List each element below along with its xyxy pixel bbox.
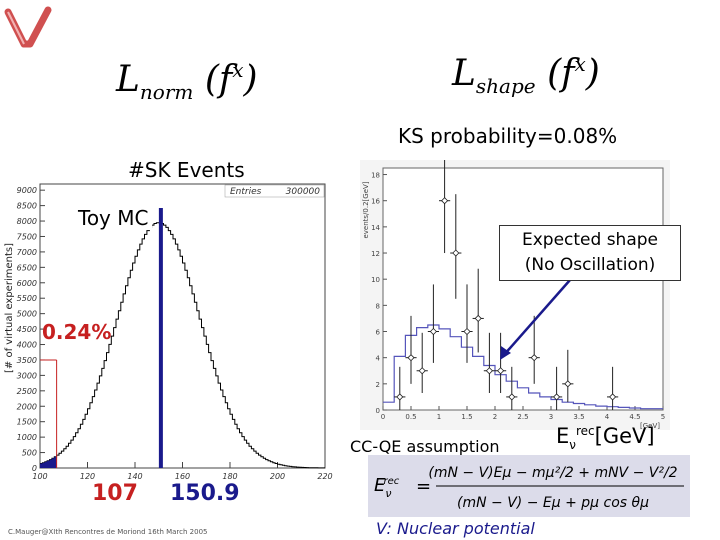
spectrum-frame [382, 167, 664, 411]
nuclear-potential-note: V: Nuclear potential [376, 519, 535, 538]
spectrum-y-tick-label: 14 [371, 224, 380, 232]
spectrum-y-tick-label: 12 [371, 250, 380, 258]
equation-denominator: (mN − V) − Eμ + pμ cos θμ [457, 495, 649, 511]
data-point [497, 367, 505, 375]
expected-shape-arrow [502, 279, 571, 357]
hist-y-tick-label: 500 [22, 449, 37, 458]
spectrum-x-tick-label: 4 [605, 413, 610, 421]
spectrum-x-tick-label: 5 [661, 413, 665, 421]
energy-spectrum-chart: 0 2 4 6 8 10 12 14 16 18 0 0.5 1 1.5 2 2.5 3 3.5 4 4.5 5 ev… [360, 160, 670, 430]
hist-x-tick-label: 120 [80, 472, 95, 481]
ks-probability: KS probability=0.08% [398, 124, 618, 148]
entries-box [224, 184, 325, 198]
hist-y-tick-label: 5500 [17, 294, 37, 303]
hist-y-tick-label: 0 [32, 464, 37, 473]
hist-x-tick-label: 100 [32, 472, 47, 481]
nu-logo [4, 6, 52, 48]
spectrum-x-axis-label: [GeV] [640, 422, 660, 430]
hist-x-tick-label: 140 [127, 472, 142, 481]
hist-y-tick-label: 6000 [17, 279, 37, 288]
erec-axis-label: Eνrec[GeV] [556, 424, 655, 452]
data-point [609, 393, 617, 401]
data-point [429, 327, 437, 336]
spectrum-y-tick-label: 10 [371, 276, 380, 284]
hist-y-tick-label: 8000 [17, 217, 37, 226]
data-point [452, 249, 460, 257]
value-107: 107 [92, 481, 138, 506]
spectrum-y-tick-label: 18 [371, 172, 380, 180]
data-point [530, 354, 538, 362]
data-point [508, 393, 516, 401]
hist-y-tick-label: 3500 [17, 356, 37, 365]
data-point [407, 354, 415, 362]
spectrum-x-tick-label: 0.5 [405, 413, 416, 421]
data-point [553, 393, 561, 401]
hist-y-tick-label: 2000 [17, 402, 37, 411]
data-point [474, 314, 482, 322]
data-point [396, 393, 404, 401]
erec-equation: Eνrec = (mN − V)Eμ − mμ²/2 + mNV − V²/2 … [368, 455, 690, 517]
spectrum-x-tick-label: 0 [381, 413, 385, 421]
hist-y-tick-label: 9000 [17, 186, 37, 195]
hist-x-tick-label: 200 [270, 472, 285, 481]
spectrum-y-tick-label: 4 [376, 355, 381, 363]
equation-equals: = [416, 476, 431, 497]
hist-x-tick-label: 160 [175, 472, 190, 481]
spectrum-x-tick-label: 2 [493, 413, 497, 421]
hist-y-tick-label: 1500 [17, 418, 37, 427]
ccqe-assumption: CC-QE assumption [350, 437, 500, 456]
data-point [418, 367, 426, 375]
spectrum-x-tick-label: 1.5 [461, 413, 472, 421]
formula-l-shape: Lshape (fx) [452, 52, 600, 98]
histogram-series [40, 222, 325, 469]
formula-l-norm: Lnorm (fx) [116, 58, 258, 104]
spectrum-y-tick-label: 0 [376, 407, 380, 415]
hist-y-tick-label: 1000 [17, 433, 37, 442]
hist-y-tick-label: 7000 [17, 248, 37, 257]
spectrum-y-tick-label: 8 [376, 302, 380, 310]
histogram-tail [40, 456, 57, 468]
hist-x-tick-label: 220 [317, 472, 332, 481]
spectrum-y-tick-label: 2 [376, 381, 380, 389]
data-point [485, 367, 493, 375]
hist-y-tick-label: 4500 [17, 325, 37, 334]
equation-lhs: Eνrec [374, 475, 400, 500]
hist-y-tick-label: 6500 [17, 263, 37, 272]
entries-label: Entries [230, 187, 262, 197]
spectrum-y-axis-label: events/0.2[GeV] [362, 181, 370, 238]
data-point [441, 197, 449, 205]
expected-shape-line2: (No Oscillation) [524, 255, 656, 275]
spectrum-x-tick-label: 3 [549, 413, 553, 421]
spectrum-x-tick-label: 3.5 [573, 413, 584, 421]
spectrum-x-tick-label: 1 [437, 413, 441, 421]
expected-shape-box: Expected shape (No Oscillation) [499, 225, 681, 281]
sk-events-label: #SK Events [128, 158, 245, 182]
toy-mc-histogram: 0 500 1000 1500 2000 2500 3000 3500 4000 4500 5000… [4, 183, 333, 481]
value-150-9: 150.9 [170, 481, 240, 506]
spectrum-y-tick-label: 6 [376, 329, 381, 337]
expected-shape-arrowhead [500, 346, 511, 360]
toy-mc-label: Toy MC [74, 206, 153, 230]
hist-y-tick-label: 2500 [17, 387, 37, 396]
hist-y-tick-label: 8500 [17, 202, 37, 211]
hist-y-tick-label: 7500 [17, 232, 37, 241]
footer-citation: C.Mauger@XIth Rencontres de Moriond 16th… [8, 528, 208, 536]
hist-x-tick-label: 180 [222, 472, 237, 481]
spectrum-y-tick-label: 16 [371, 198, 380, 206]
hist-y-tick-label: 4000 [17, 341, 37, 350]
expected-shape-line1: Expected shape [521, 230, 659, 250]
hist-y-tick-label: 5000 [17, 310, 37, 319]
entries-value: 300000 [286, 187, 321, 197]
hist-y-axis-label: [# of virtual experiments] [4, 243, 15, 373]
hist-y-tick-label: 3000 [17, 371, 37, 380]
spectrum-x-tick-label: 2.5 [517, 413, 528, 421]
data-point [564, 380, 572, 388]
data-point [463, 327, 471, 336]
spectrum-x-tick-label: 4.5 [629, 413, 640, 421]
tail-percent: 0.24% [42, 320, 112, 344]
equation-numerator: (mN − V)Eμ − mμ²/2 + mNV − V²/2 [428, 465, 677, 481]
expected-shape-series [383, 324, 663, 410]
hist-frame [39, 183, 326, 469]
